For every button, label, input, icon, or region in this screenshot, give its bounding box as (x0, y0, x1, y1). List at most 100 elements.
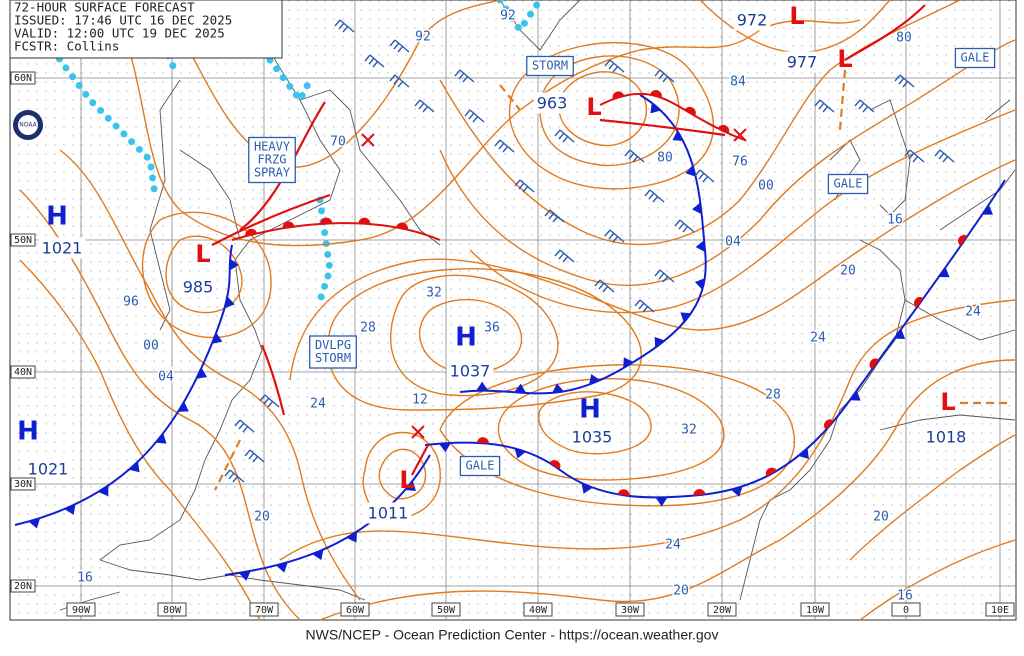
high-symbol: H (46, 202, 68, 232)
low-symbol: L (837, 45, 852, 73)
longitude-label: 0 (903, 605, 909, 616)
warm-front-bump (914, 296, 924, 308)
cold-front-barb (178, 401, 189, 412)
wind-barb (644, 189, 665, 203)
cold-front-barb (238, 570, 251, 581)
cold-front-barb (680, 312, 692, 323)
cold-front-barb (196, 367, 208, 379)
wind-barb (514, 179, 535, 193)
low-symbol: L (195, 240, 210, 268)
warning-label: GALE (466, 459, 495, 473)
longitude-label: 60W (346, 605, 365, 616)
warm-front-bump (358, 217, 371, 225)
latitude-label: 30N (14, 479, 32, 490)
coastline (739, 99, 1016, 601)
warning-box (459, 455, 501, 477)
isobar (378, 448, 427, 500)
isobar-label: 24 (965, 305, 981, 320)
warning-label: DVLPG (315, 338, 351, 352)
cold-front-barb (730, 486, 743, 497)
wind-barbs (224, 19, 955, 483)
central-pressure: 1021 (28, 460, 69, 479)
high-symbol: H (579, 395, 601, 425)
trough (499, 84, 521, 111)
isobar-label: 16 (897, 589, 913, 604)
lon-box (615, 602, 645, 617)
wind-barb (654, 69, 675, 83)
wind-barb (604, 59, 625, 73)
central-pressure: 985 (183, 278, 214, 297)
isobar (419, 298, 523, 374)
isobar (19, 259, 261, 621)
track-arrow (599, 118, 726, 137)
pressure-box (783, 51, 821, 73)
cold-front-barb (64, 504, 76, 515)
isobar-label: 12 (412, 393, 428, 408)
warning-box (309, 335, 357, 369)
lon-box (249, 602, 279, 617)
latitude-label: 50N (14, 235, 32, 246)
pressure-box (24, 458, 72, 480)
longitude-label: 80W (163, 605, 182, 616)
longitude-label: 10E (991, 605, 1009, 616)
cold-front-barb (28, 518, 41, 529)
cold-front-barb (849, 390, 861, 401)
wind-barb (364, 54, 385, 68)
lon-box (891, 602, 921, 617)
warning-label: SPRAY (254, 166, 291, 180)
lon-box (523, 602, 553, 617)
wind-barb (654, 269, 675, 283)
cold-front-barb (224, 296, 235, 309)
lon-box (66, 602, 96, 617)
warning-label: STORM (315, 351, 351, 365)
isobar (141, 211, 272, 339)
isobar-label: 92 (500, 9, 516, 24)
wind-barb (624, 149, 645, 163)
wind-barb (554, 249, 575, 263)
isobar-label: 20 (873, 510, 889, 525)
position-x (361, 133, 375, 147)
isobar-label: 70 (330, 135, 346, 150)
isobar (19, 189, 301, 621)
isobar (469, 109, 1016, 314)
wind-barb (334, 19, 355, 33)
isobar (509, 42, 714, 190)
latitude-label: 20N (14, 581, 32, 592)
longitude-label: 40W (529, 605, 548, 616)
wind-barb (244, 449, 265, 463)
isobar-label: 16 (887, 213, 903, 228)
wind-barb (554, 129, 575, 143)
isobar-label: 24 (665, 538, 681, 553)
isobar (279, 299, 1016, 561)
central-pressure: 977 (787, 53, 818, 72)
warm-front-bump (958, 234, 968, 246)
wind-barb (634, 299, 655, 313)
cold-front-barb (98, 485, 109, 497)
track-arrow (844, 4, 926, 61)
isobar-label: 20 (254, 510, 270, 525)
lon-box (985, 602, 1015, 617)
isobar (439, 364, 796, 507)
wind-barb (594, 279, 615, 293)
cold-front-barb (695, 240, 706, 253)
isobar-label: 28 (765, 388, 781, 403)
isobar-label: 36 (484, 321, 500, 336)
warm-front-bump (617, 489, 630, 497)
cold-front-barb (672, 130, 684, 141)
pressure-box (446, 360, 494, 382)
wind-barb (854, 99, 875, 113)
pressure-box (568, 426, 616, 448)
cold-front-barb (346, 531, 357, 543)
isobar-label: 16 (77, 571, 93, 586)
pressure-box (179, 276, 217, 298)
front-line (231, 222, 441, 241)
front-line (14, 244, 233, 526)
front-line (224, 454, 431, 576)
cold-front-barb (312, 549, 324, 561)
warm-front-bump (824, 419, 834, 430)
header-line: FCSTR: Collins (14, 39, 119, 54)
cold-front-barb (798, 448, 809, 459)
coastline (879, 414, 1016, 431)
wind-barb (604, 229, 625, 243)
